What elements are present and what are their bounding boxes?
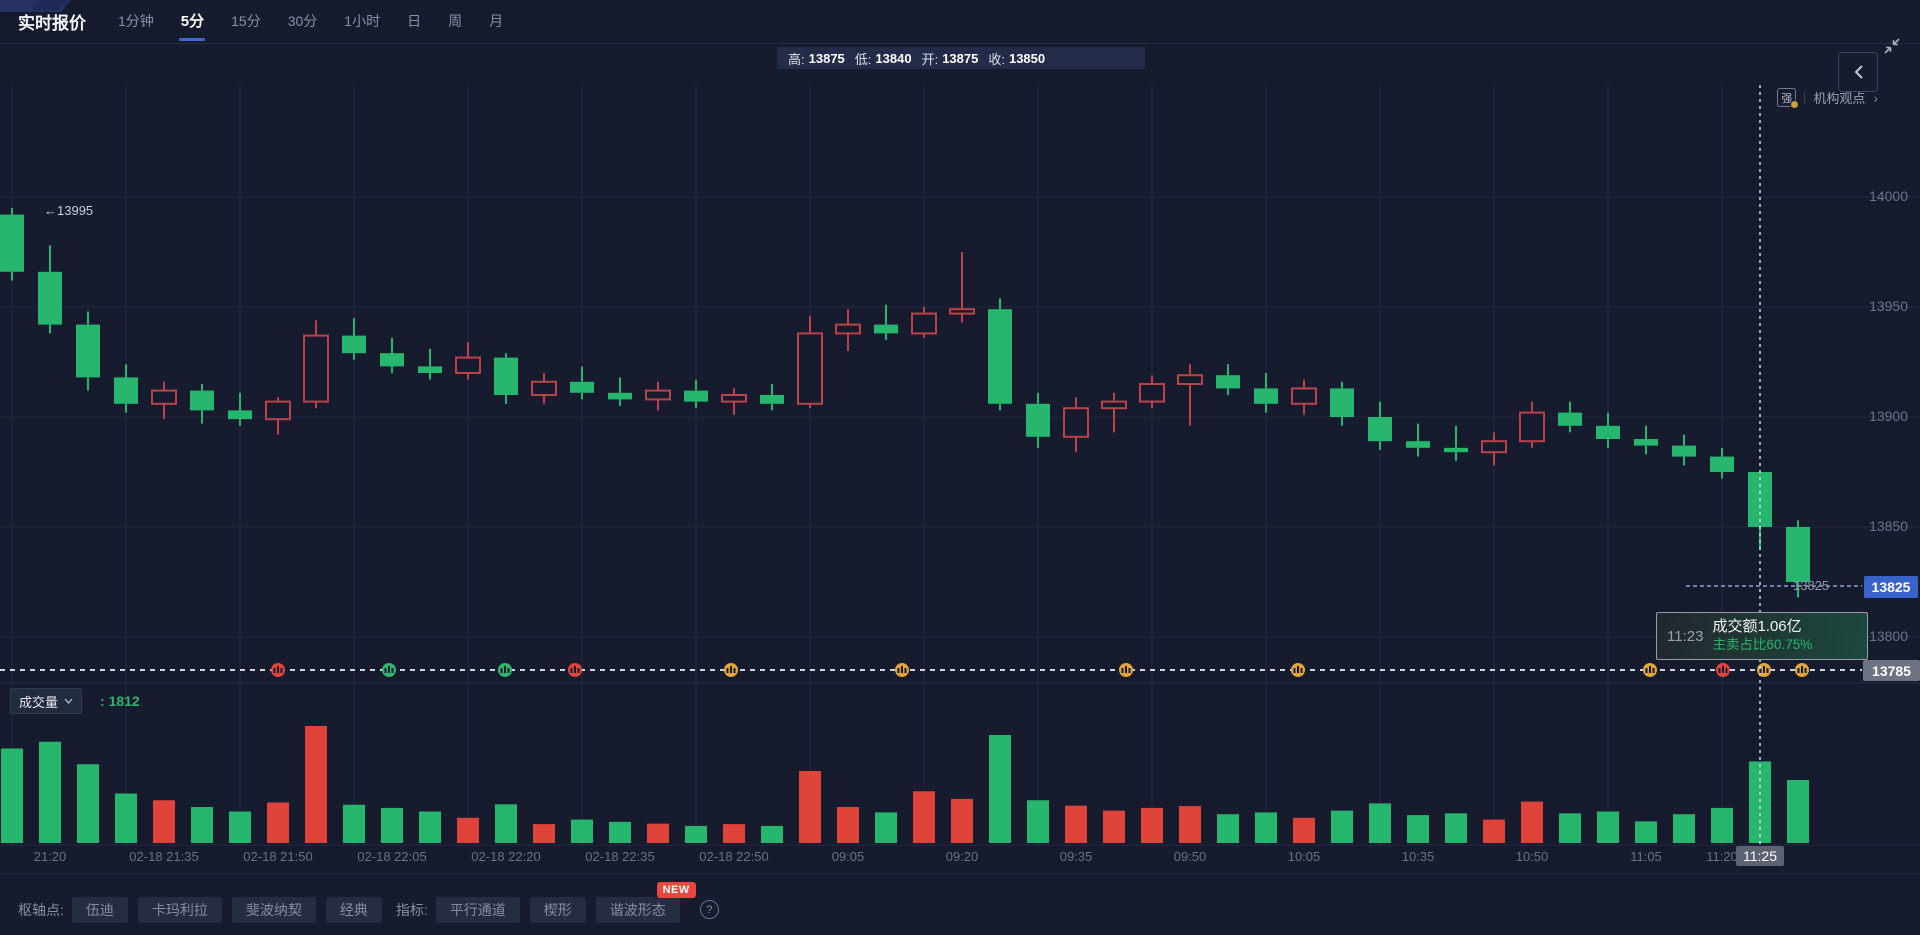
- event-marker-icon: [1716, 663, 1730, 677]
- low-label: 低:: [854, 51, 872, 67]
- indicator-buttons: 平行通道 楔形 谐波形态 NEW: [435, 881, 696, 923]
- event-marker-icon: [1795, 663, 1809, 677]
- chevron-down-icon: [64, 698, 73, 704]
- pivot-buttons: 伍迪 卡玛利拉 斐波纳契 经典: [71, 896, 382, 923]
- pivot-button-伍迪[interactable]: 伍迪: [71, 896, 128, 923]
- indicator-button-平行通道[interactable]: 平行通道: [435, 896, 520, 923]
- volume-pane-header: 成交量 : 1812: [10, 688, 140, 714]
- tab-日[interactable]: 日: [407, 13, 422, 29]
- high-value: 13875: [808, 50, 845, 66]
- pivot-button-斐波纳契[interactable]: 斐波纳契: [231, 896, 316, 923]
- event-marker-icon: [1757, 663, 1771, 677]
- pivot-button-经典[interactable]: 经典: [325, 896, 382, 923]
- volume-indicator-label: 成交量: [19, 694, 59, 710]
- tab-5分[interactable]: 5分: [181, 0, 204, 43]
- event-marker-icon: [1291, 663, 1305, 677]
- pivot-label: 枢轴点:: [18, 901, 64, 918]
- new-badge: NEW: [656, 881, 696, 898]
- event-marker-icon: [498, 663, 512, 677]
- open-value: 13875: [942, 50, 979, 66]
- tab-周[interactable]: 周: [448, 13, 463, 29]
- institution-view-link[interactable]: 强 机构观点 ›: [1777, 88, 1878, 109]
- crosshair-time-badge: 11:25: [1736, 846, 1784, 866]
- settle-price-badge: 13785: [1863, 660, 1920, 681]
- coin-icon: [1790, 100, 1800, 109]
- volume-current-value: : 1812: [100, 693, 140, 709]
- tab-30分[interactable]: 30分: [287, 13, 318, 29]
- grid-lines: [0, 85, 1920, 875]
- tab-15分[interactable]: 15分: [231, 13, 261, 29]
- tooltip-time: 11:23: [1667, 627, 1704, 645]
- tooltip-sell-ratio: 主卖占比60.75%: [1712, 636, 1813, 652]
- event-marker-icon: [895, 663, 909, 677]
- ohlc-info-bar: 高: 13875 低: 13840 开: 13875 收: 13850: [777, 47, 1145, 69]
- header-bar: 实时报价 1分钟 5分 15分 30分 1小时 日 周 月: [0, 0, 1920, 44]
- tab-月[interactable]: 月: [489, 13, 504, 29]
- event-marker-icon: [1119, 663, 1133, 677]
- arrow-left-icon: ←: [44, 203, 57, 218]
- collapse-panel-button[interactable]: [1838, 52, 1878, 92]
- chevron-left-icon: [1854, 65, 1863, 79]
- event-marker-icon: [724, 663, 738, 677]
- event-marker-icon: [271, 663, 285, 677]
- volume-indicator-dropdown[interactable]: 成交量: [10, 688, 83, 714]
- event-marker-icon: [1643, 663, 1657, 677]
- open-label: 开:: [921, 51, 939, 67]
- indicator-label: 指标:: [395, 901, 428, 918]
- divider: [1804, 91, 1806, 104]
- last-price-badge: 13825: [1864, 576, 1918, 598]
- close-label: 收:: [988, 51, 1005, 67]
- volume-bars: [1, 726, 1809, 843]
- tab-1分钟[interactable]: 1分钟: [118, 13, 154, 29]
- candle-tooltip: 11:23 成交额1.06亿 主卖占比60.75%: [1656, 612, 1868, 660]
- low-value: 13840: [875, 50, 912, 66]
- high-label: 高:: [788, 51, 805, 67]
- page-title: 实时报价: [18, 14, 86, 33]
- indicator-button-楔形[interactable]: 楔形: [529, 896, 586, 923]
- tooltip-turnover: 成交额1.06亿: [1712, 618, 1802, 636]
- collapse-fullscreen-icon[interactable]: [1882, 36, 1902, 56]
- session-high-marker: ←13995: [44, 203, 93, 218]
- strength-badge: 强: [1777, 88, 1800, 109]
- timeframe-tabs: 1分钟 5分 15分 30分 1小时 日 周 月: [118, 0, 503, 43]
- event-marker-icon: [382, 663, 396, 677]
- event-marker-icons: [271, 663, 1809, 677]
- pivot-button-卡玛利拉[interactable]: 卡玛利拉: [137, 896, 222, 923]
- chevron-right-icon: ›: [1873, 89, 1878, 106]
- indicator-button-谐波形态[interactable]: 谐波形态 NEW: [595, 881, 696, 923]
- tab-1小时[interactable]: 1小时: [344, 13, 381, 29]
- last-price-axis-text: 13825: [1793, 578, 1830, 593]
- strength-badge-text: 强: [1781, 92, 1793, 105]
- institution-view-label: 机构观点: [1813, 91, 1866, 106]
- help-icon[interactable]: ?: [699, 900, 719, 919]
- drawing-toolbar: 枢轴点: 伍迪 卡玛利拉 斐波纳契 经典 指标: 平行通道 楔形 谐波形态 NEW ?: [0, 881, 1920, 935]
- close-value: 13850: [1008, 50, 1046, 66]
- candles: [0, 208, 1810, 598]
- event-marker-icon: [568, 663, 582, 677]
- session-high-value: 13995: [57, 203, 94, 218]
